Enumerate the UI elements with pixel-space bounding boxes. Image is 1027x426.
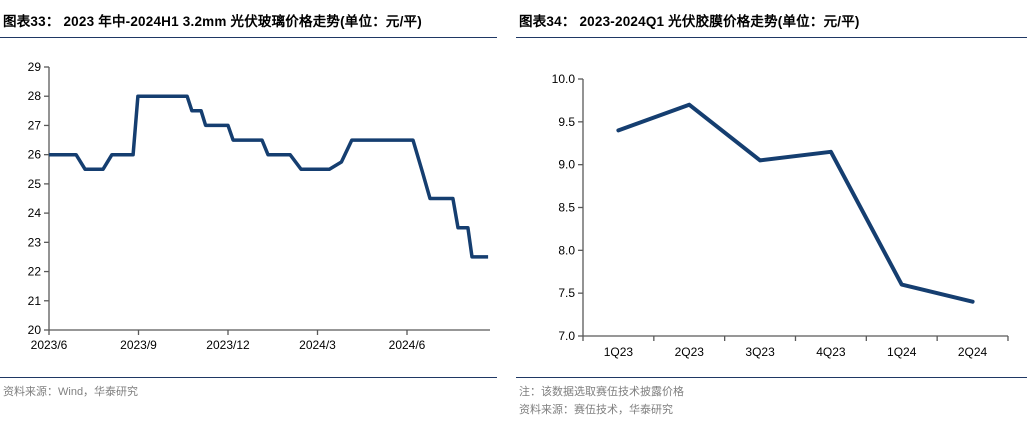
x-tick-label: 2023/12 xyxy=(206,338,250,352)
film-price-line xyxy=(616,102,975,304)
x-tick-label: 2023/6 xyxy=(31,338,68,352)
y-tick-label: 8.5 xyxy=(558,201,575,215)
y-tick-label: 7.5 xyxy=(558,286,575,300)
y-tick-label: 9.5 xyxy=(558,115,575,129)
y-tick-label: 26 xyxy=(28,148,42,162)
y-tick-label: 22 xyxy=(28,265,42,279)
x-tick-label: 2Q24 xyxy=(958,345,988,359)
panel-glass-price: 图表33： 2023 年中-2024H1 3.2mm 光伏玻璃价格走势(单位：元… xyxy=(0,0,497,426)
glass-price-line-chart: 20 21 22 23 24 25 26 27 28 29 2023/6 2023/9 2023/12 2… xyxy=(28,60,490,352)
x-tick-label: 3Q23 xyxy=(745,345,775,359)
x-tick-label: 1Q23 xyxy=(604,345,634,359)
y-tick-label: 27 xyxy=(28,118,42,132)
chart34-source: 资料来源：赛伍技术，华泰研究 xyxy=(519,403,673,416)
y-tick-label: 28 xyxy=(28,89,42,103)
glass-price-line xyxy=(49,94,489,259)
chart34-footer: 注：该数据选取赛伍技术披露价格 资料来源：赛伍技术，华泰研究 xyxy=(516,377,1027,419)
x-tick-label: 2023/9 xyxy=(120,338,157,352)
y-tick-label: 10.0 xyxy=(552,72,576,86)
x-tick-label: 2024/3 xyxy=(299,338,336,352)
y-tick-label: 20 xyxy=(28,323,42,337)
y-tick-label: 23 xyxy=(28,235,42,249)
x-tick-label: 2024/6 xyxy=(389,338,426,352)
chart33-title: 图表33： 2023 年中-2024H1 3.2mm 光伏玻璃价格走势(单位：元… xyxy=(0,10,497,38)
y-tick-label: 21 xyxy=(28,294,42,308)
x-tick-label: 2Q23 xyxy=(675,345,705,359)
x-tick-label: 1Q24 xyxy=(887,345,917,359)
y-tick-label: 9.0 xyxy=(558,158,575,172)
x-tick-label: 4Q23 xyxy=(816,345,846,359)
chart33-footer: 资料来源：Wind，华泰研究 xyxy=(0,377,497,402)
chart34-note: 注：该数据选取赛伍技术披露价格 xyxy=(519,386,684,398)
chart33-source: 资料来源：Wind，华泰研究 xyxy=(3,386,139,398)
y-tick-label: 8.0 xyxy=(558,243,575,257)
y-tick-label: 29 xyxy=(28,60,42,74)
panel-film-price: 图表34： 2023-2024Q1 光伏胶膜价格走势(单位：元/平) 7.0 7.… xyxy=(516,0,1027,426)
film-price-line-chart: 7.0 7.5 8.0 8.5 9.0 9.5 10.0 1Q23 2Q23 3Q23 4Q23 1Q… xyxy=(552,72,1009,359)
y-tick-label: 7.0 xyxy=(558,329,575,343)
y-tick-label: 24 xyxy=(28,206,42,220)
chart34-title: 图表34： 2023-2024Q1 光伏胶膜价格走势(单位：元/平) xyxy=(516,10,1027,38)
y-tick-label: 25 xyxy=(28,177,42,191)
